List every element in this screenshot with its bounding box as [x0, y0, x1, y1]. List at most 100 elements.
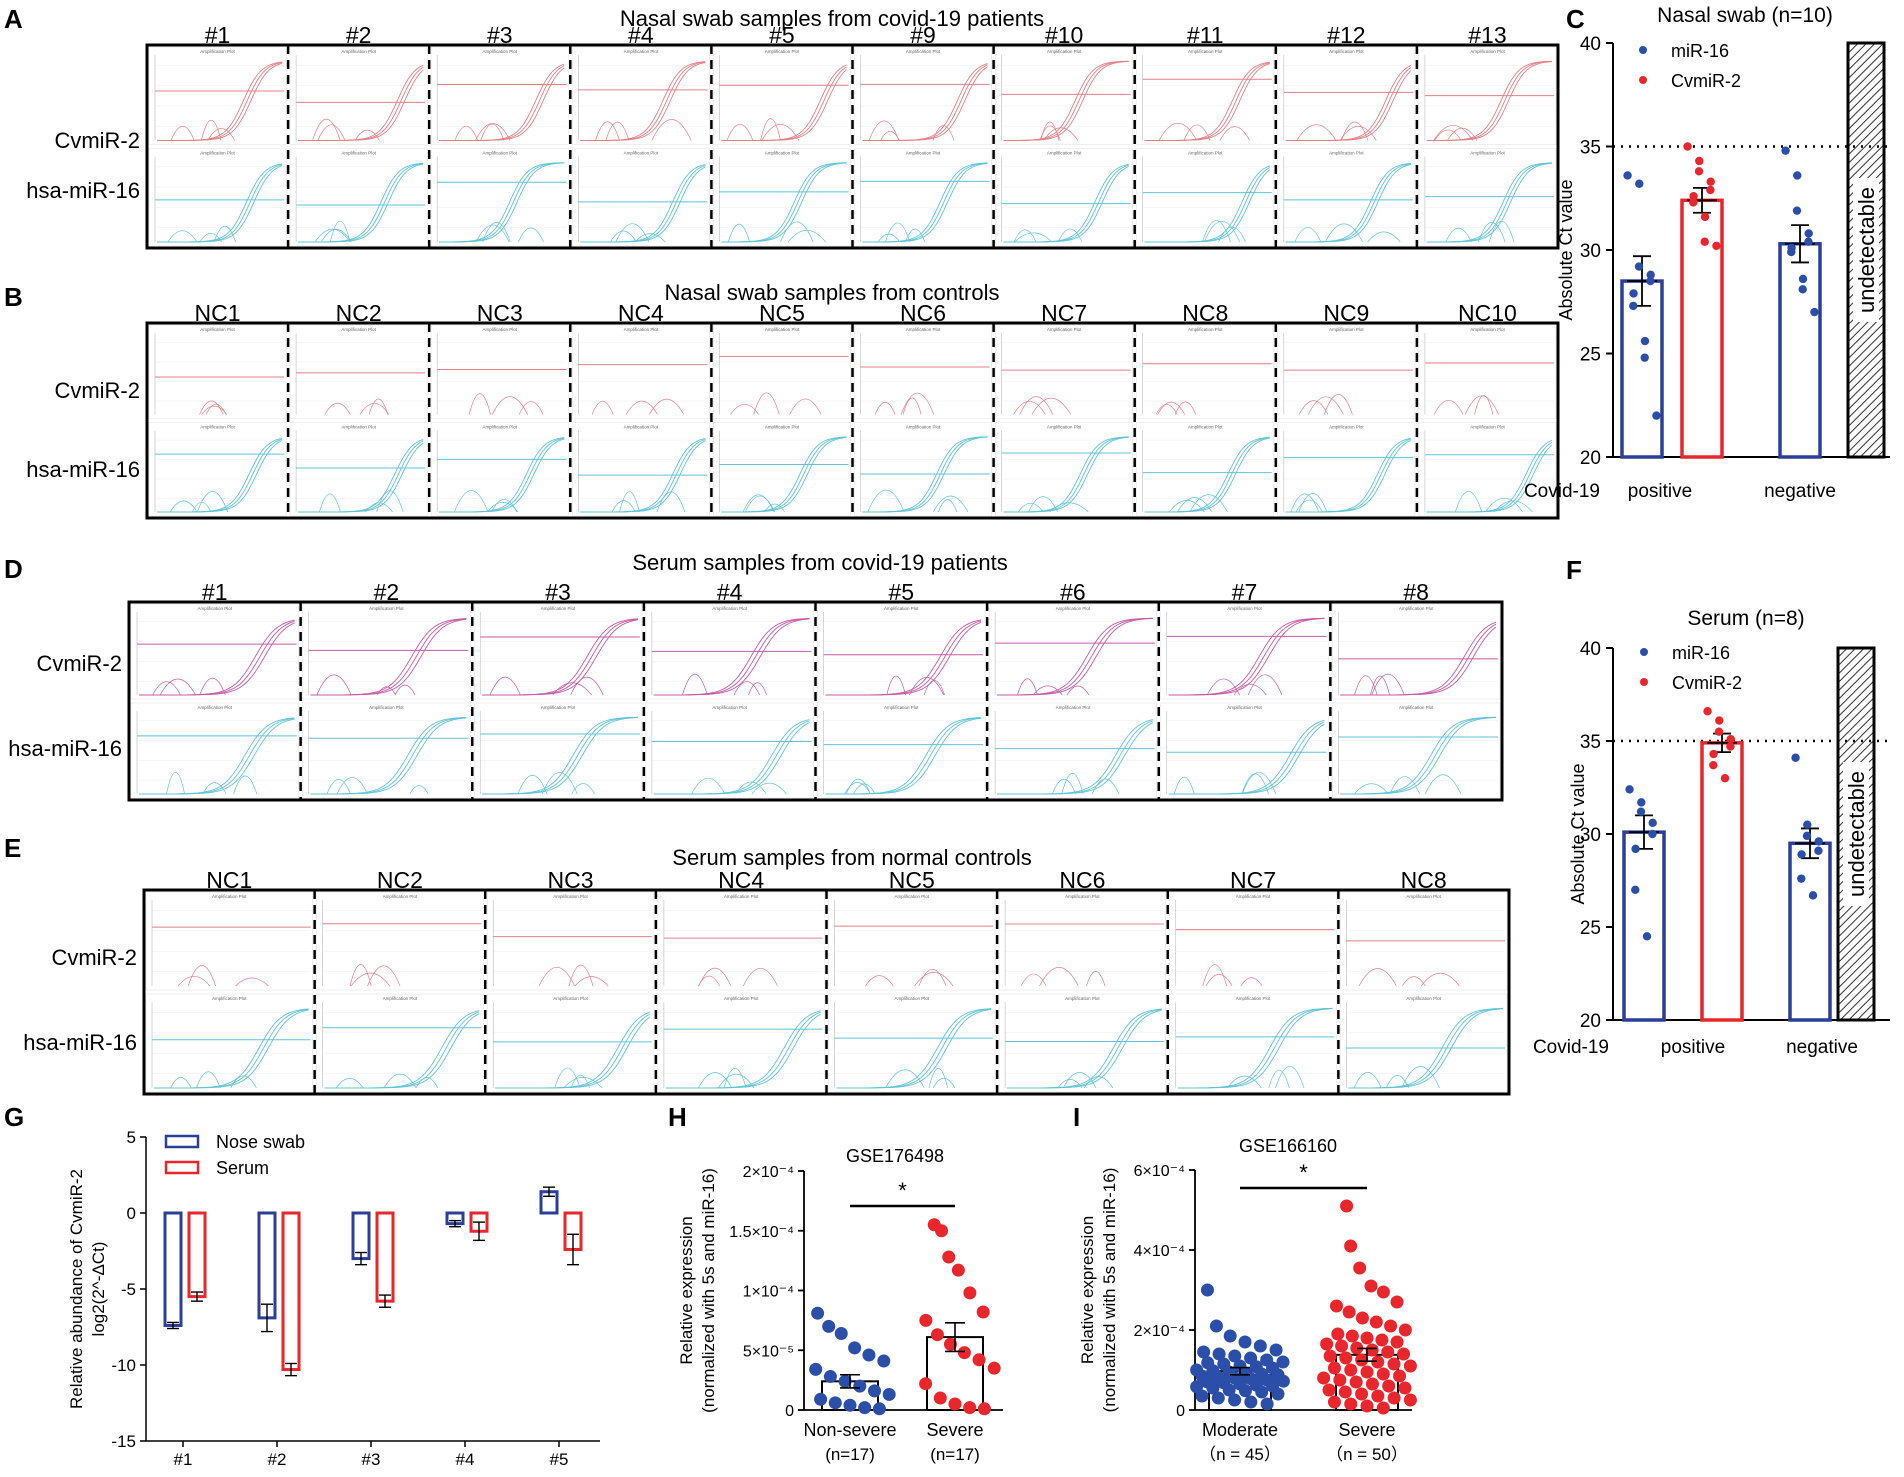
data-point: [1398, 1381, 1412, 1395]
qpcr-cell-cvmir2: Amplification Plot: [657, 891, 825, 991]
noise-trace: [199, 677, 226, 696]
noise-trace: [874, 401, 896, 415]
qpcr-cell-cvmir2: Amplification Plot: [1136, 324, 1275, 419]
data-point: [1640, 353, 1649, 362]
qpcr-cell-mir16: Amplification Plot: [1277, 422, 1416, 517]
mini-plot-title: Amplification Plot: [553, 894, 588, 899]
panel-letter-e: E: [4, 833, 21, 863]
qpcr-cell-cvmir2: Amplification Plot: [1418, 46, 1557, 145]
noise-trace: [656, 491, 686, 513]
data-point: [1338, 1385, 1352, 1399]
row-label-mir16: hsa-miR-16: [8, 736, 122, 761]
y-tick-label: 5×10⁻⁵: [743, 1343, 794, 1360]
noise-trace: [845, 778, 871, 795]
mini-plot-title: Amplification Plot: [1056, 606, 1091, 611]
noise-trace: [1040, 121, 1060, 141]
amplification-curve: [154, 1009, 309, 1089]
amplification-curve: [1168, 723, 1325, 795]
noise-trace: [595, 121, 620, 141]
qpcr-cell-cvmir2: Amplification Plot: [817, 603, 986, 700]
data-point: [963, 1401, 977, 1415]
noise-trace: [753, 392, 780, 415]
mini-plot-title: Amplification Plot: [1047, 151, 1082, 156]
noise-trace: [1474, 395, 1494, 415]
y-tick-label: 5: [127, 1128, 136, 1147]
amplification-curve: [1285, 163, 1412, 243]
mini-plot-frame: [1277, 148, 1416, 247]
mini-plot-title: Amplification Plot: [1188, 49, 1223, 54]
noise-trace: [316, 674, 352, 696]
undetectable-label: undetectable: [1844, 771, 1869, 897]
data-point: [1331, 1327, 1345, 1341]
data-point: [1793, 171, 1802, 180]
qpcr-cell-mir16: Amplification Plot: [998, 993, 1167, 1093]
data-point: [1636, 807, 1646, 816]
qpcr-cell-cvmir2: Amplification Plot: [430, 46, 569, 145]
mini-plot-title: Amplification Plot: [895, 996, 930, 1001]
noise-trace: [570, 676, 604, 696]
noise-trace: [886, 675, 906, 696]
mini-plot-title: Amplification Plot: [482, 327, 517, 332]
amplification-curve: [495, 1016, 651, 1089]
noise-trace: [191, 501, 212, 513]
data-point: [1329, 1299, 1343, 1313]
noise-trace: [760, 118, 781, 141]
amplification-curve: [324, 1013, 480, 1089]
panel-letter-c: C: [1566, 4, 1585, 34]
qpcr-cell-cvmir2: Amplification Plot: [145, 891, 313, 991]
noise-trace: [1402, 976, 1426, 987]
noise-trace: [571, 783, 595, 795]
panel-a-title: Nasal swab samples from covid-19 patient…: [620, 6, 1044, 31]
mini-plot-title: Amplification Plot: [212, 894, 247, 899]
noise-trace: [1358, 968, 1397, 987]
data-point: [1327, 1395, 1341, 1409]
row-label-cvmir2: CvmiR-2: [54, 378, 140, 403]
row-label-mir16: hsa-miR-16: [26, 178, 140, 203]
y-axis-label-line1: Relative expression: [677, 1216, 696, 1364]
panel-letter-d: D: [4, 554, 23, 584]
mini-plot-title: Amplification Plot: [1227, 606, 1262, 611]
mini-plot-title: Amplification Plot: [212, 996, 247, 1001]
y-tick-label: 4×10⁻⁴: [1134, 1243, 1185, 1260]
noise-trace: [748, 682, 767, 696]
data-point: [1387, 1357, 1401, 1371]
noise-trace: [1485, 497, 1523, 513]
mini-plot-frame: [430, 46, 569, 145]
legend-swatch-nose-swab: [164, 1134, 200, 1149]
chart-title: GSE166160: [1239, 1136, 1337, 1156]
bar-nose-swab: [163, 1211, 183, 1327]
data-point: [1206, 1381, 1220, 1395]
mini-plot-frame: [854, 148, 992, 247]
legend-label-mir16: miR-16: [1672, 643, 1730, 663]
data-point: [1212, 1347, 1226, 1361]
amplification-curve: [1426, 444, 1553, 513]
data-point: [1634, 262, 1644, 271]
noise-trace: [489, 676, 521, 696]
noise-trace: [1039, 967, 1079, 987]
y-tick-label: 1.5×10⁻⁴: [729, 1224, 794, 1241]
x-group-label: Non-severe: [803, 1420, 896, 1440]
noise-trace: [1370, 675, 1390, 696]
data-point: [1706, 177, 1715, 186]
mini-plot-frame: [1136, 422, 1275, 517]
amplification-curve: [721, 436, 847, 513]
mini-plot-title: Amplification Plot: [1470, 151, 1505, 156]
amplification-curve: [482, 619, 638, 696]
data-point: [862, 1348, 876, 1362]
y-axis-label-line2: log2(2^-ΔCt): [89, 1242, 108, 1337]
data-point: [1803, 820, 1812, 829]
qpcr-cell-mir16: Amplification Plot: [1277, 148, 1416, 247]
amplification-curve: [836, 1008, 992, 1089]
data-point: [1804, 229, 1813, 238]
legend-marker-cvmir2: [1640, 678, 1648, 686]
data-point: [1260, 1397, 1274, 1411]
mini-plot-title: Amplification Plot: [724, 894, 759, 899]
amplification-curve: [139, 718, 295, 795]
data-point: [942, 1250, 956, 1264]
panel-letter-b: B: [4, 282, 23, 312]
data-point: [1802, 831, 1812, 841]
row-label-cvmir2: CvmiR-2: [54, 128, 140, 153]
amplification-curve: [721, 162, 847, 243]
chart-c: Nasal swab (n=10) 20 25 30 35 40 Absolute Ct v…: [1524, 4, 1890, 502]
